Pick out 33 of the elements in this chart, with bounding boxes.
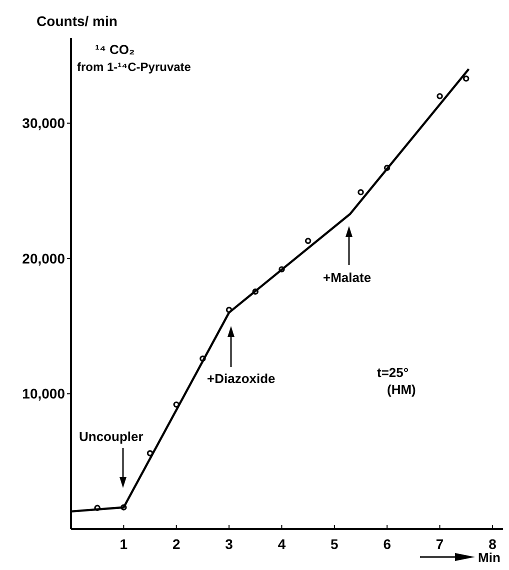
x-tick-label: 7: [436, 536, 444, 552]
point: [358, 189, 364, 196]
x-tick-label: 2: [172, 536, 180, 552]
point: [384, 164, 390, 171]
x-tick-label: 8: [488, 536, 497, 552]
y-tick-label: 30,000: [22, 115, 66, 132]
point: [173, 401, 180, 408]
point: [226, 306, 232, 313]
annotation: +Malate: [323, 270, 372, 285]
point: [94, 504, 100, 511]
x-tick-label: 1: [120, 536, 128, 552]
chart-title: ¹⁴ CO₂: [95, 42, 136, 57]
point: [278, 266, 285, 272]
point: [120, 504, 127, 510]
annotation: +Diazoxide: [207, 371, 276, 386]
x-tick-label: 5: [330, 536, 339, 552]
point: [200, 355, 206, 362]
x-axis-title: Min: [478, 550, 500, 565]
annotation: (HM): [387, 382, 416, 397]
y-tick-label: 10,000: [22, 386, 66, 402]
point: [436, 93, 443, 100]
point: [146, 450, 154, 456]
annotation: t=25°: [377, 365, 409, 380]
x-tick-label: 6: [383, 536, 392, 552]
point: [304, 238, 312, 244]
y-axis-title: Counts/ min: [36, 13, 118, 29]
x-tick-label: 3: [225, 536, 234, 552]
y-tick-label: 20,000: [22, 250, 66, 266]
x-tick-label: 4: [278, 536, 286, 552]
text: from 1-¹⁴C-Pyruvate: [77, 60, 192, 74]
annotation: Uncoupler: [79, 429, 144, 444]
point: [463, 75, 470, 82]
point: [252, 288, 258, 295]
